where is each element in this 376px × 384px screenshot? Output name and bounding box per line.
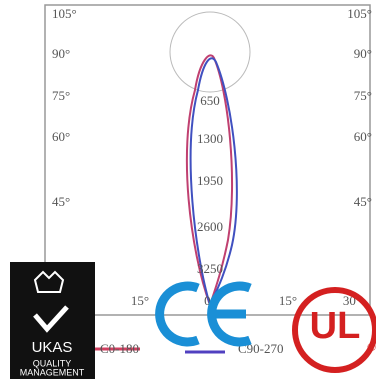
bottom-angle: 15° [279, 293, 297, 308]
ul-circle [292, 287, 376, 373]
left-angle: 105° [52, 6, 77, 21]
intensity-label: 650 [200, 93, 220, 108]
legend-label: C0-180 [100, 341, 139, 356]
right-angle: 90° [354, 46, 372, 61]
ul-name: UL [310, 305, 361, 347]
bottom-angle: 0° [204, 293, 216, 308]
ul-mark: ® [367, 340, 376, 354]
ukas-name: UKAS [32, 339, 73, 356]
left-angle: 45° [52, 194, 70, 209]
reference-circle [169, 11, 251, 93]
left-angle: 90° [52, 46, 70, 61]
ukas-line1: QUALITY [33, 358, 72, 368]
right-angle: 45° [354, 194, 372, 209]
ce-e [207, 281, 252, 347]
bottom-angle: 15° [131, 293, 149, 308]
intensity-label: 1950 [197, 173, 223, 188]
ce-c [155, 281, 200, 347]
crown-icon [33, 270, 65, 293]
left-angle: 75° [52, 88, 70, 103]
right-angle: 105° [347, 6, 372, 21]
intensity-label: 1300 [197, 131, 223, 146]
intensity-label: 2600 [197, 219, 223, 234]
check-icon [33, 305, 69, 333]
intensity-label: 3250 [197, 261, 223, 276]
right-angle: 75° [354, 88, 372, 103]
left-angle: 60° [52, 129, 70, 144]
right-angle: 60° [354, 129, 372, 144]
curve-c90-270 [189, 57, 238, 308]
ukas-line2: MANAGEMENT [20, 367, 85, 377]
